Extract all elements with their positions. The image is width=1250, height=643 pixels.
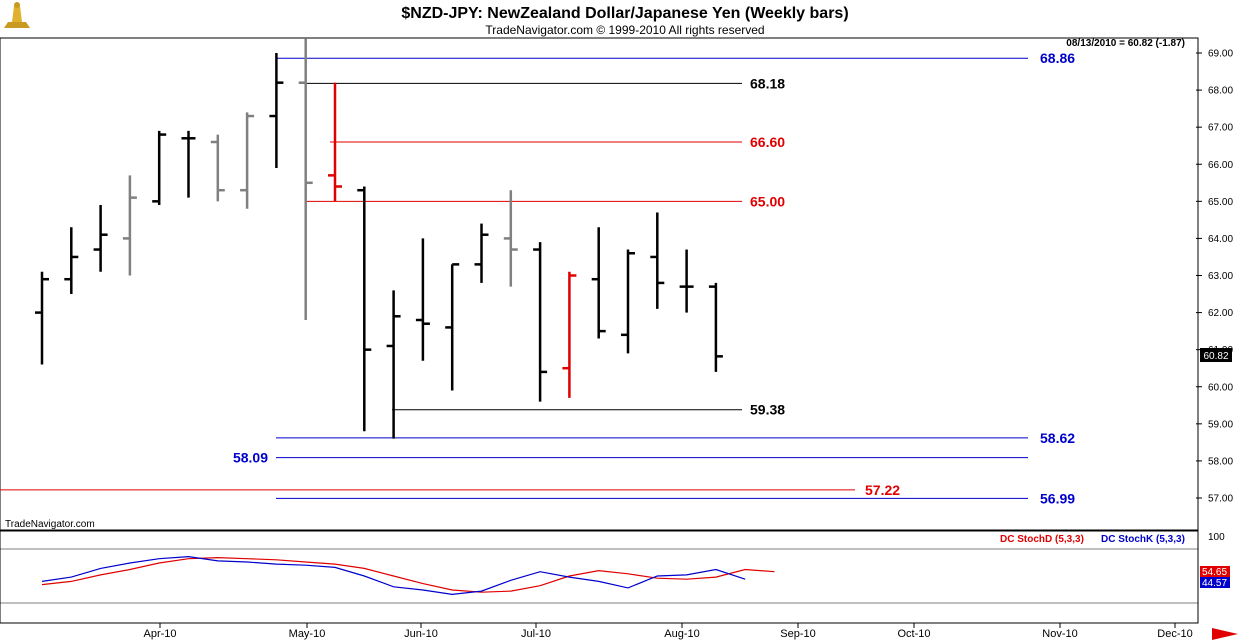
ohlc-bar xyxy=(240,112,255,209)
level-label-66.60: 66.60 xyxy=(750,134,785,150)
x-tick-label: Apr-10 xyxy=(143,628,176,640)
y-tick-label: 67.00 xyxy=(1208,123,1233,134)
x-tick-label: May-10 xyxy=(289,628,326,640)
x-tick-label: Jul-10 xyxy=(521,628,551,640)
ohlc-bar xyxy=(269,53,284,168)
level-label-56.99: 56.99 xyxy=(1040,490,1075,506)
indicator-panel xyxy=(0,530,1199,624)
ohlc-bar xyxy=(35,271,49,365)
ohlc-bar xyxy=(122,175,137,276)
y-tick-label: 58.00 xyxy=(1208,456,1233,467)
app-logo-icon xyxy=(4,2,30,28)
ohlc-bar xyxy=(152,130,167,206)
watermark: TradeNavigator.com xyxy=(5,519,95,530)
ohlc-bar xyxy=(386,290,401,439)
level-label-59.38: 59.38 xyxy=(750,402,785,418)
y-tick-label: 60.00 xyxy=(1208,382,1233,393)
scroll-right-icon[interactable] xyxy=(1212,628,1238,640)
ohlc-bar xyxy=(503,190,518,287)
x-tick-label: Aug-10 xyxy=(664,628,699,640)
stochk-value-box xyxy=(1200,577,1230,588)
ohlc-bar xyxy=(415,238,430,361)
y-tick-label: 69.00 xyxy=(1208,49,1233,60)
level-label-58.62: 58.62 xyxy=(1040,430,1075,446)
chart-title: $NZD-JPY: NewZealand Dollar/Japanese Yen… xyxy=(401,5,848,22)
ohlc-bar xyxy=(298,38,313,320)
ohlc-bar xyxy=(181,130,196,198)
level-label-65.00: 65.00 xyxy=(750,193,785,209)
ohlc-bar xyxy=(357,186,372,432)
y-tick-label: 65.00 xyxy=(1208,197,1233,208)
y-tick-label: 57.00 xyxy=(1208,494,1233,505)
ohlc-bar xyxy=(650,212,665,309)
y-tick-label: 64.00 xyxy=(1208,234,1233,245)
price-axis: 57.0058.0059.0060.0061.0062.0063.0064.00… xyxy=(1196,49,1233,505)
chart-subtitle: TradeNavigator.com © 1999-2010 All right… xyxy=(485,23,764,37)
y-tick-label: 59.00 xyxy=(1208,419,1233,430)
y-tick-label: 62.00 xyxy=(1208,308,1233,319)
stochd-value-box xyxy=(1200,566,1230,577)
x-tick-label: Jun-10 xyxy=(404,628,438,640)
support-resistance-levels: 68.86 68.18 66.60 65.00 59.38 58.62 58.09 57.22… xyxy=(0,50,1075,506)
time-axis: Apr-10 May-10 Jun-10 Jul-10 Aug-10 Sep-10 Oct-… xyxy=(143,623,1193,640)
price-tag-box xyxy=(1200,348,1232,362)
ohlc-bar xyxy=(328,82,342,202)
stochastic-lines xyxy=(41,555,775,596)
last-quote: 08/13/2010 = 60.82 (-1.87) xyxy=(1066,38,1185,49)
series-line-dc-stochk-5-3-3- xyxy=(41,555,746,596)
level-label-57.22: 57.22 xyxy=(865,482,900,498)
level-label-68.86: 68.86 xyxy=(1040,50,1075,66)
stochd-value: 54.65 xyxy=(1202,567,1227,578)
ohlc-bar xyxy=(533,242,548,402)
ohlc-bar xyxy=(679,249,694,313)
price-bars xyxy=(35,38,723,439)
y-tick-label: 66.00 xyxy=(1208,160,1233,171)
ohlc-bar xyxy=(708,282,723,372)
ohlc-bar xyxy=(210,134,225,202)
ohlc-bar xyxy=(474,223,489,283)
ohlc-bar xyxy=(621,249,635,354)
ohlc-bar xyxy=(93,205,108,272)
price-tag: 60.82 xyxy=(1203,351,1228,362)
x-tick-label: Oct-10 xyxy=(897,628,930,640)
ohlc-bar xyxy=(64,227,79,295)
y-tick-label: 68.00 xyxy=(1208,86,1233,97)
x-tick-label: Sep-10 xyxy=(780,628,815,640)
legend-stochd: DC StochD (5,3,3) xyxy=(1000,534,1084,545)
y-tick-label: 63.00 xyxy=(1208,271,1233,282)
indicator-tick-100: 100 xyxy=(1208,532,1225,543)
legend-stochk: DC StochK (5,3,3) xyxy=(1101,534,1185,545)
x-tick-label: Nov-10 xyxy=(1042,628,1077,640)
ohlc-bar xyxy=(562,271,577,398)
x-tick-label: Dec-10 xyxy=(1157,628,1192,640)
level-label-68.18: 68.18 xyxy=(750,75,785,91)
stochk-value: 44.57 xyxy=(1202,578,1227,589)
ohlc-bar xyxy=(445,263,460,391)
level-label-58.09: 58.09 xyxy=(233,450,268,466)
ohlc-bar xyxy=(591,227,606,339)
